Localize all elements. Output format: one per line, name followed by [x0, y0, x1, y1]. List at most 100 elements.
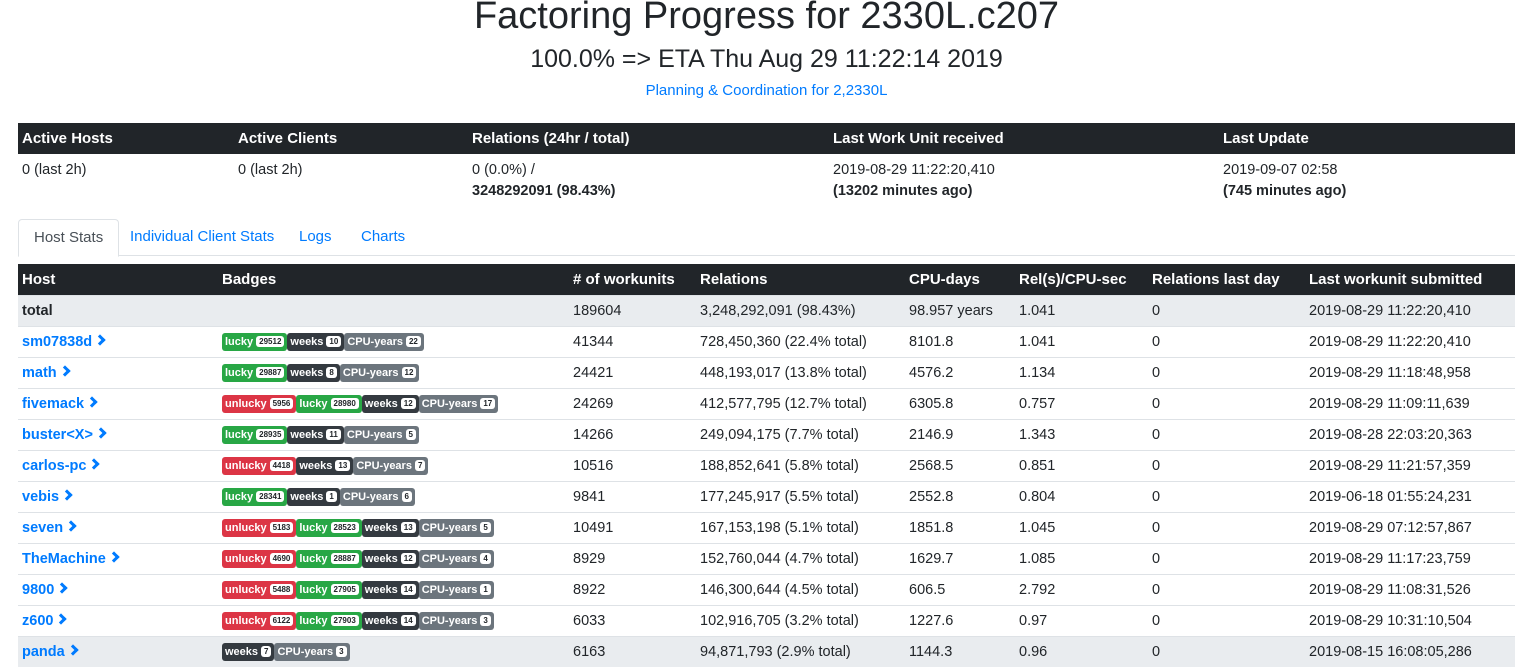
host-cell: seven	[18, 511, 218, 543]
unlucky-badge: unlucky 4690	[222, 549, 297, 568]
host-cell: math	[18, 356, 218, 388]
badge-label: unlucky	[225, 552, 267, 565]
host-link[interactable]: TheMachine	[22, 550, 106, 567]
host-cell: buster<X>	[18, 418, 218, 450]
badge-count: 28935	[256, 428, 285, 440]
badge-label: CPU-years	[347, 335, 403, 348]
summary-header-relations: Relations (24hr / total)	[472, 130, 630, 147]
badge-label: lucky	[299, 614, 328, 627]
badge-count: 12	[400, 552, 416, 564]
host-link[interactable]: sm07838d	[22, 333, 93, 350]
total-badges	[218, 294, 569, 326]
cpu-badge: CPU-years 5	[343, 425, 419, 444]
last-submitted-cell: 2019-08-29 10:31:10,504	[1305, 604, 1515, 636]
chevron-right-icon[interactable]	[61, 488, 73, 501]
chevron-right-icon[interactable]	[65, 519, 77, 532]
host-link[interactable]: z600	[22, 612, 54, 629]
badge-label: CPU-years	[346, 428, 403, 441]
last-wu-ago: (13202 minutes ago)	[833, 183, 973, 199]
badge-label: weeks	[290, 335, 324, 348]
host-cell: z600	[18, 604, 218, 636]
host-link[interactable]: seven	[22, 519, 64, 536]
col-host[interactable]: Host	[18, 264, 218, 295]
chevron-right-icon[interactable]	[55, 612, 68, 625]
host-link[interactable]: math	[22, 364, 57, 381]
badge-count: 1	[480, 583, 491, 595]
cpu-badge: CPU-years 7	[353, 456, 429, 475]
host-link[interactable]: carlos-pc	[22, 457, 87, 474]
col-relations-last-day[interactable]: Relations last day	[1148, 264, 1305, 295]
col-relations[interactable]: Relations	[696, 264, 905, 295]
col-badges[interactable]: Badges	[218, 264, 569, 295]
chevron-right-icon[interactable]	[58, 364, 71, 377]
last-submitted-cell: 2019-08-29 11:08:31,526	[1305, 573, 1515, 605]
badge-label: unlucky	[225, 459, 267, 472]
lucky-badge: lucky 28523	[296, 518, 362, 537]
relations-last-day-cell: 0	[1148, 387, 1305, 419]
chevron-right-icon[interactable]	[108, 550, 120, 563]
cpu-days-cell: 1851.8	[905, 511, 1015, 543]
host-link[interactable]: 9800	[22, 581, 55, 598]
summary-header-active-hosts: Active Hosts	[22, 130, 113, 147]
badges-cell: unlucky 5488 lucky 27905 weeks 14 CPU-years 1	[218, 573, 569, 605]
host-stats-table: Host Badges # of workunits Relations CPU…	[18, 264, 1515, 667]
lucky-badge: lucky 29887	[222, 363, 288, 382]
chevron-right-icon[interactable]	[67, 644, 79, 656]
badge-count: 5488	[269, 583, 294, 595]
badge-label: weeks	[225, 645, 259, 658]
cpu-days-cell: 1144.3	[905, 635, 1015, 667]
badge-label: lucky	[225, 366, 254, 379]
host-link[interactable]: fivemack	[22, 395, 85, 412]
relations-cell: 188,852,641 (5.8% total)	[696, 449, 905, 481]
rel-cpu-cell: 1.134	[1015, 356, 1148, 388]
cpu-badge: CPU-years 12	[339, 363, 420, 382]
col-cpu-days[interactable]: CPU-days	[905, 264, 1015, 295]
host-link[interactable]: buster<X>	[22, 426, 93, 443]
badges-cell: unlucky 5956 lucky 28980 weeks 12 CPU-years 17	[218, 387, 569, 419]
chevron-right-icon[interactable]	[95, 426, 107, 439]
weeks-badge: weeks 8	[287, 363, 340, 382]
weeks-badge: weeks 1	[287, 487, 340, 506]
col-workunits[interactable]: # of workunits	[569, 264, 696, 295]
host-cell: 9800	[18, 573, 218, 605]
chevron-right-icon[interactable]	[94, 333, 106, 346]
badge-label: weeks	[290, 428, 324, 441]
host-link[interactable]: vebis	[22, 488, 60, 505]
total-cpu-days: 98.957 years	[905, 294, 1015, 326]
host-link[interactable]: panda	[22, 643, 65, 660]
chevron-right-icon[interactable]	[88, 457, 101, 470]
badge-count: 10	[326, 335, 342, 347]
cpu-days-cell: 8101.8	[905, 325, 1015, 357]
table-body: total 189604 3,248,292,091 (98.43%) 98.9…	[18, 294, 1515, 667]
table-row: panda weeks 7 CPU-years 3 6163 94,871,793 (2.9…	[18, 635, 1515, 667]
rel-cpu-cell: 1.085	[1015, 542, 1148, 574]
badge-count: 13	[400, 521, 416, 533]
tab-host-stats[interactable]: Host Stats	[18, 219, 120, 257]
badge-label: weeks	[364, 552, 398, 565]
badge-label: unlucky	[225, 614, 267, 627]
chevron-right-icon[interactable]	[56, 581, 68, 594]
tab-charts[interactable]: Charts	[361, 228, 406, 245]
relations-last-day-cell: 0	[1148, 418, 1305, 450]
relations-last-day-cell: 0	[1148, 573, 1305, 605]
tab-logs[interactable]: Logs	[299, 228, 332, 245]
planning-link[interactable]: Planning & Coordination for 2,2330L	[645, 82, 888, 99]
unlucky-badge: unlucky 4418	[222, 456, 297, 475]
badge-count: 6122	[269, 614, 294, 626]
host-cell: carlos-pc	[18, 449, 218, 481]
col-rel-cpu-sec[interactable]: Rel(s)/CPU-sec	[1015, 264, 1148, 295]
relations-cell: 448,193,017 (13.8% total)	[696, 356, 905, 388]
badge-label: weeks	[364, 614, 398, 627]
badge-count: 5	[480, 521, 491, 533]
tab-individual-client-stats[interactable]: Individual Client Stats	[130, 228, 275, 245]
col-last-workunit[interactable]: Last workunit submitted	[1305, 264, 1515, 295]
relations-last-day-cell: 0	[1148, 449, 1305, 481]
table-row: sm07838d lucky 29512 weeks 10 CPU-years 22 4134…	[18, 325, 1515, 357]
cpu-days-cell: 2552.8	[905, 480, 1015, 512]
page-title: Factoring Progress for 2330L.c207	[473, 0, 1060, 37]
badge-label: unlucky	[225, 583, 267, 596]
last-update-time: 2019-09-07 02:58	[1223, 162, 1338, 178]
summary-header-last-update: Last Update	[1223, 130, 1309, 147]
chevron-right-icon[interactable]	[86, 395, 98, 408]
relations-last-day-cell: 0	[1148, 542, 1305, 574]
